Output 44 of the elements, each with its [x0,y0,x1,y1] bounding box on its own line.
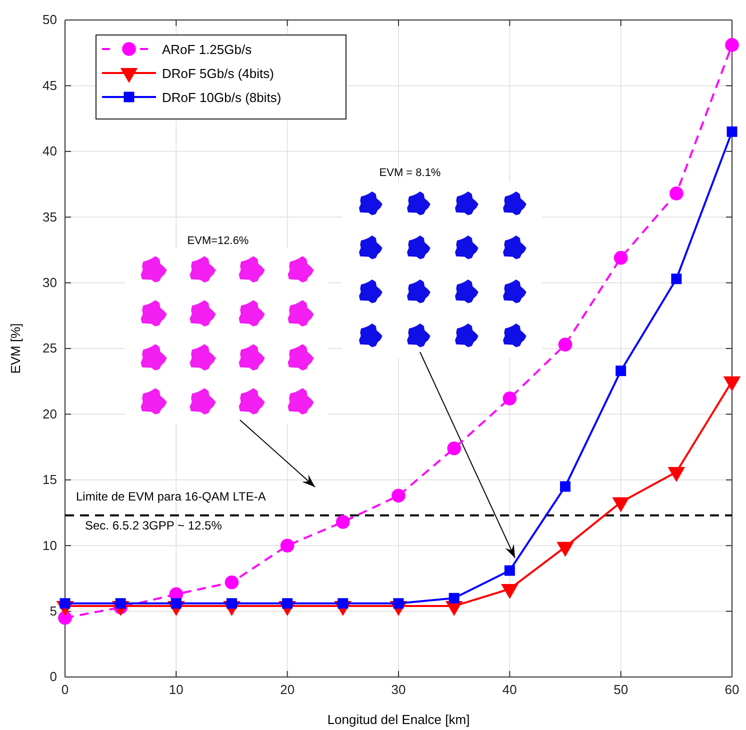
point [392,488,406,503]
x-tick-label: 0 [61,682,69,698]
x-tick-label: 30 [391,682,406,698]
point [616,366,626,376]
annotation: EVM=12.6% [187,235,249,247]
point [58,610,72,625]
y-tick-label: 30 [42,274,57,290]
y-tick-label: 0 [50,669,57,684]
annotation: EVM = 8.1% [379,167,441,179]
point [670,186,684,200]
point [558,338,572,352]
y-tick-label: 20 [42,406,57,422]
point [502,392,517,406]
point [671,274,682,284]
y-tick-label: 15 [42,472,57,488]
y-axis-title: EVM [%] [8,323,23,374]
y-tick-label: 50 [42,12,57,28]
legend-label: DRoF 5Gb/s (4bits) [162,66,274,81]
y-tick-label: 40 [42,144,57,159]
x-tick-label: 10 [168,682,184,698]
point [280,538,294,552]
point [725,38,739,52]
x-axis-title: Longitud del Enalce [km] [327,712,470,727]
y-tick-label: 25 [42,340,57,356]
point [560,481,570,492]
x-tick-label: 60 [724,682,740,698]
point [726,126,738,137]
point [447,441,461,456]
x-tick-label: 50 [614,682,628,698]
point [224,575,239,590]
y-tick-label: 10 [42,538,57,553]
ref-line-label: Limite de EVM para 16-QAM LTE-A [76,489,266,504]
legend-label: DRoF 10Gb/s (8bits) [162,90,282,105]
x-tick-label: 20 [280,682,295,698]
y-tick-label: 45 [42,78,57,93]
point [336,515,350,529]
legend-label: ARoF 1.25Gb/s [162,42,252,57]
annotation: Sec. 6.5.2 3GPP ~ 12.5% [85,518,222,532]
y-tick-label: 35 [42,209,57,224]
point [614,250,628,265]
x-tick-label: 40 [502,682,517,698]
y-tick-label: 5 [50,603,57,618]
point [504,565,515,576]
point [448,592,460,604]
